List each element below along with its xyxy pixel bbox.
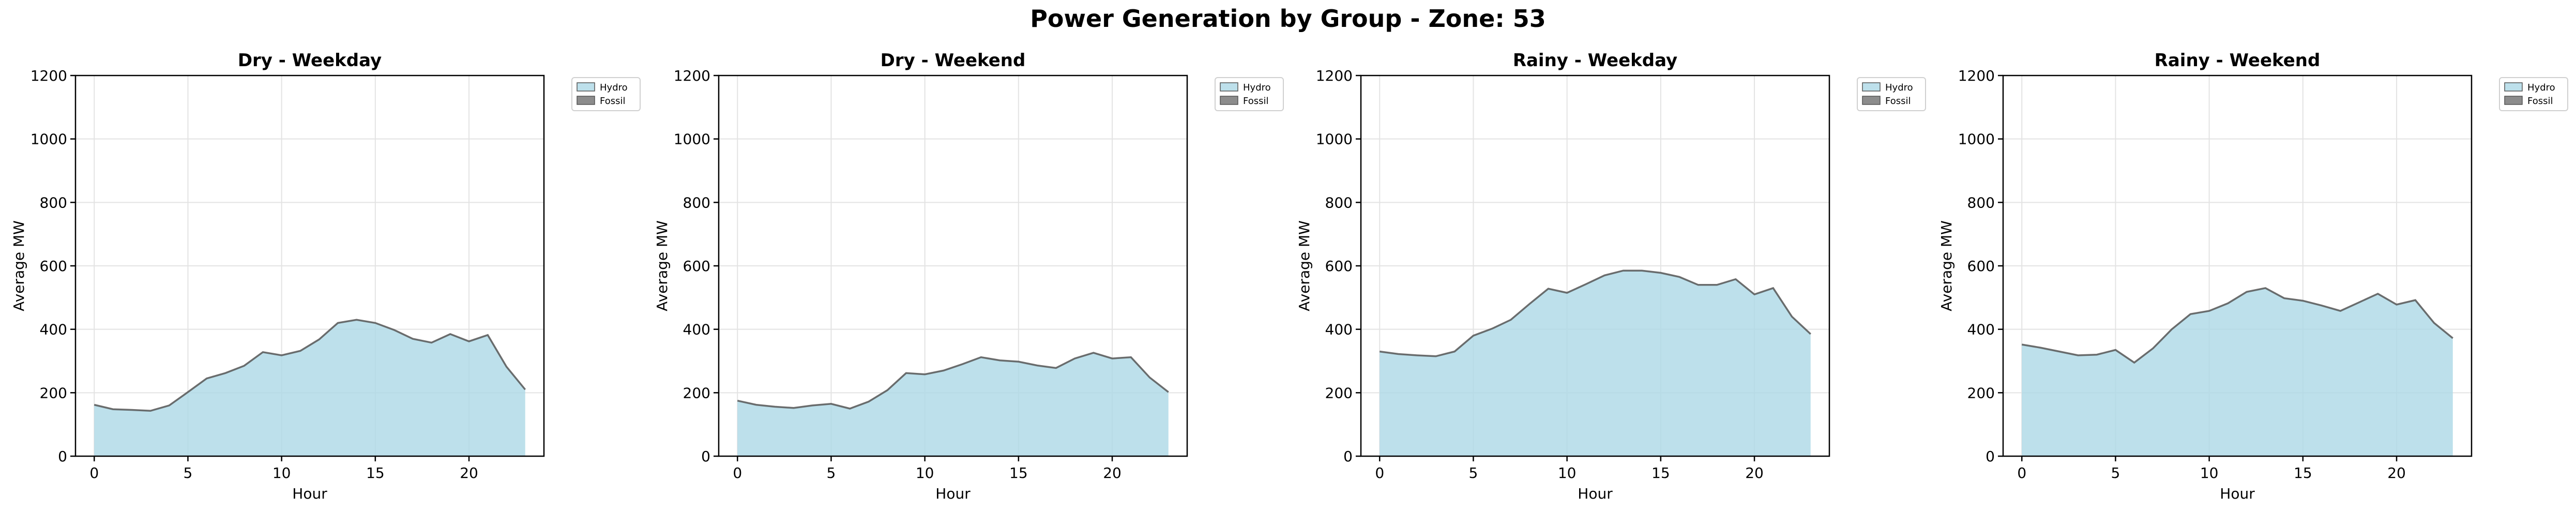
x-tick-label: 15 [366, 464, 385, 482]
y-tick-label: 600 [683, 258, 710, 275]
x-axis-label: Hour [935, 485, 971, 502]
y-tick-label: 400 [1967, 321, 1995, 338]
area-hydro [737, 353, 1169, 456]
legend-swatch-hydro [2504, 82, 2523, 92]
y-axis-label: Average MW [1938, 220, 1955, 311]
x-tick-label: 20 [2387, 464, 2406, 482]
x-tick-label: 5 [827, 464, 836, 482]
x-tick-label: 5 [1469, 464, 1478, 482]
x-tick-label: 10 [272, 464, 291, 482]
y-tick-label: 1200 [1316, 67, 1353, 84]
y-tick-label: 200 [1325, 384, 1353, 401]
y-tick-label: 600 [1967, 258, 1995, 275]
y-tick-label: 200 [40, 384, 67, 401]
subplot-3: 0 200 400 600 800 1000 1200 0 5 10 15 20 Rainy - Wee… [1296, 50, 1926, 502]
x-tick-label: 20 [1745, 464, 1764, 482]
x-axis-label: Hour [1578, 485, 1613, 502]
x-tick-label: 10 [916, 464, 934, 482]
x-tick-label: 0 [89, 464, 99, 482]
y-tick-label: 600 [1325, 258, 1353, 275]
y-tick-label: 1000 [1316, 131, 1353, 148]
figure-title: Power Generation by Group - Zone: 53 [1030, 5, 1546, 33]
legend-swatch-fossil [1220, 96, 1238, 105]
area-hydro [94, 320, 525, 456]
y-tick-label: 800 [683, 194, 710, 211]
x-tick-label: 5 [184, 464, 193, 482]
x-axis-label: Hour [292, 485, 327, 502]
legend-swatch-fossil [1862, 96, 1881, 105]
y-tick-label: 400 [1325, 321, 1353, 338]
legend-label-hydro: Hydro [2527, 82, 2555, 93]
x-tick-label: 0 [733, 464, 742, 482]
y-tick-label: 1200 [674, 67, 710, 84]
x-tick-label: 20 [460, 464, 478, 482]
x-tick-label: 0 [1375, 464, 1384, 482]
x-tick-label: 10 [2200, 464, 2219, 482]
y-tick-label: 1000 [674, 131, 710, 148]
x-tick-label: 0 [2017, 464, 2026, 482]
y-tick-label: 800 [1967, 194, 1995, 211]
subplot-1: 0 200 400 600 800 1000 1200 0 5 10 15 20 Dry - Weekd… [10, 50, 641, 502]
y-axis-label: Average MW [654, 220, 671, 311]
legend-swatch-fossil [577, 96, 595, 105]
x-tick-label: 5 [2111, 464, 2120, 482]
legend-label-fossil: Fossil [1243, 96, 1268, 107]
legend-swatch-hydro [577, 82, 595, 92]
line-hydro [1380, 269, 1811, 357]
x-tick-label: 15 [2294, 464, 2312, 482]
subplot-title: Rainy - Weekday [1513, 50, 1677, 71]
subplot-2: 0 200 400 600 800 1000 1200 0 5 10 15 20 Dry - Weeke… [654, 50, 1284, 502]
y-tick-label: 600 [40, 258, 67, 275]
y-tick-label: 400 [683, 321, 710, 338]
subplot-title: Dry - Weekend [881, 50, 1026, 71]
x-axis-label: Hour [2220, 485, 2255, 502]
y-tick-label: 1000 [31, 131, 67, 148]
legend-swatch-fossil [2504, 96, 2523, 105]
y-axis-label: Average MW [10, 220, 27, 311]
subplot-title: Rainy - Weekend [2155, 50, 2321, 71]
legend-label-hydro: Hydro [1885, 82, 1913, 93]
line-hydro [94, 319, 526, 412]
legend-swatch-hydro [1220, 82, 1238, 92]
legend: Hydro Fossil [2499, 77, 2568, 111]
y-tick-label: 0 [1343, 448, 1353, 465]
y-tick-label: 200 [683, 384, 710, 401]
area-hydro [2022, 288, 2453, 456]
x-tick-label: 15 [1651, 464, 1670, 482]
legend-label-fossil: Fossil [2527, 96, 2553, 107]
y-tick-label: 1000 [1958, 131, 1995, 148]
legend-label-hydro: Hydro [600, 82, 628, 93]
x-tick-label: 10 [1558, 464, 1577, 482]
area-hydro [1380, 270, 1811, 456]
legend-label-hydro: Hydro [1243, 82, 1271, 93]
y-tick-label: 0 [701, 448, 710, 465]
x-tick-label: 15 [1009, 464, 1028, 482]
legend-label-fossil: Fossil [600, 96, 625, 107]
y-axis-label: Average MW [1296, 220, 1313, 311]
y-tick-label: 0 [58, 448, 67, 465]
legend-swatch-hydro [1862, 82, 1881, 92]
subplot-title: Dry - Weekday [238, 50, 382, 71]
y-tick-label: 400 [40, 321, 67, 338]
legend: Hydro Fossil [571, 77, 641, 111]
legend: Hydro Fossil [1857, 77, 1926, 111]
y-tick-label: 200 [1967, 384, 1995, 401]
y-tick-label: 1200 [31, 67, 67, 84]
x-tick-label: 20 [1103, 464, 1122, 482]
y-tick-label: 1200 [1958, 67, 1995, 84]
subplot-4: 0 200 400 600 800 1000 1200 0 5 10 15 20 Rainy - Wee… [1938, 50, 2568, 502]
y-tick-label: 0 [1986, 448, 1995, 465]
line-hydro [737, 352, 1169, 410]
y-tick-label: 800 [40, 194, 67, 211]
legend: Hydro Fossil [1215, 77, 1284, 111]
line-hydro [2021, 287, 2453, 364]
legend-label-fossil: Fossil [1885, 96, 1911, 107]
y-tick-label: 800 [1325, 194, 1353, 211]
